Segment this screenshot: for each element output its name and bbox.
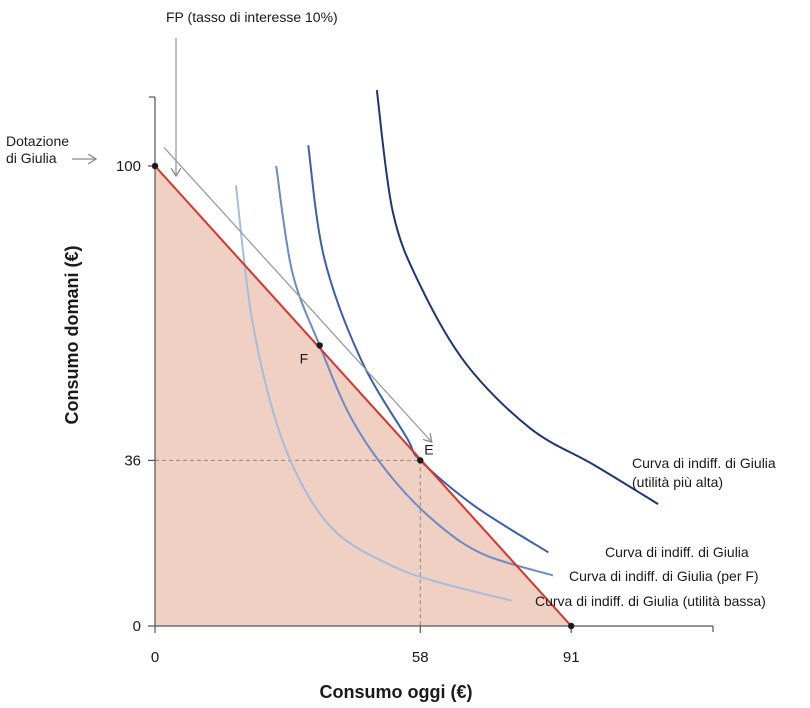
endowment-label-line-2: di Giulia <box>6 150 57 166</box>
endowment-point <box>151 162 159 170</box>
indifference-curve-0 <box>234 185 512 602</box>
x-axis-title: Consumo oggi (€) <box>320 682 473 702</box>
indifference-curve-2 <box>307 145 549 554</box>
indifference-curves <box>234 89 659 602</box>
y-tick-label: 0 <box>133 618 141 635</box>
frontier-end-point <box>568 622 575 630</box>
axis-ticks: 0 36 100 0 58 91 <box>116 158 580 666</box>
curve-label-highest-line-1: Curva di indiff. di Giulia <box>632 455 776 471</box>
x-tick-label: 91 <box>563 649 580 666</box>
feasible-frontier-line <box>154 165 572 627</box>
x-tick-label: 58 <box>412 649 429 666</box>
point-label-e: E <box>424 441 433 457</box>
curve-label-low: Curva di indiff. di Giulia (utilità bass… <box>535 593 766 609</box>
point-label-f: F <box>300 350 309 366</box>
indifference-curve-3 <box>375 89 659 505</box>
point-e <box>417 457 424 464</box>
endowment-label-line-1: Dotazione <box>6 133 69 149</box>
point-f <box>316 342 323 349</box>
y-axis-title: Consumo domani (€) <box>62 245 82 424</box>
movement-arrow <box>163 147 432 442</box>
x-tick-label: 0 <box>151 649 159 666</box>
curve-label-highest-line-2: (utilità più alta) <box>632 474 723 490</box>
y-tick-label: 100 <box>116 158 141 175</box>
y-tick-label: 36 <box>124 452 141 469</box>
indifference-curve-1 <box>275 165 554 577</box>
curve-label-f: Curva di indiff. di Giulia (per F) <box>569 568 759 584</box>
frontier-label: FP (tasso di interesse 10%) <box>166 9 338 25</box>
curve-label-mid: Curva di indiff. di Giulia <box>605 544 749 560</box>
points: EF <box>151 162 575 630</box>
